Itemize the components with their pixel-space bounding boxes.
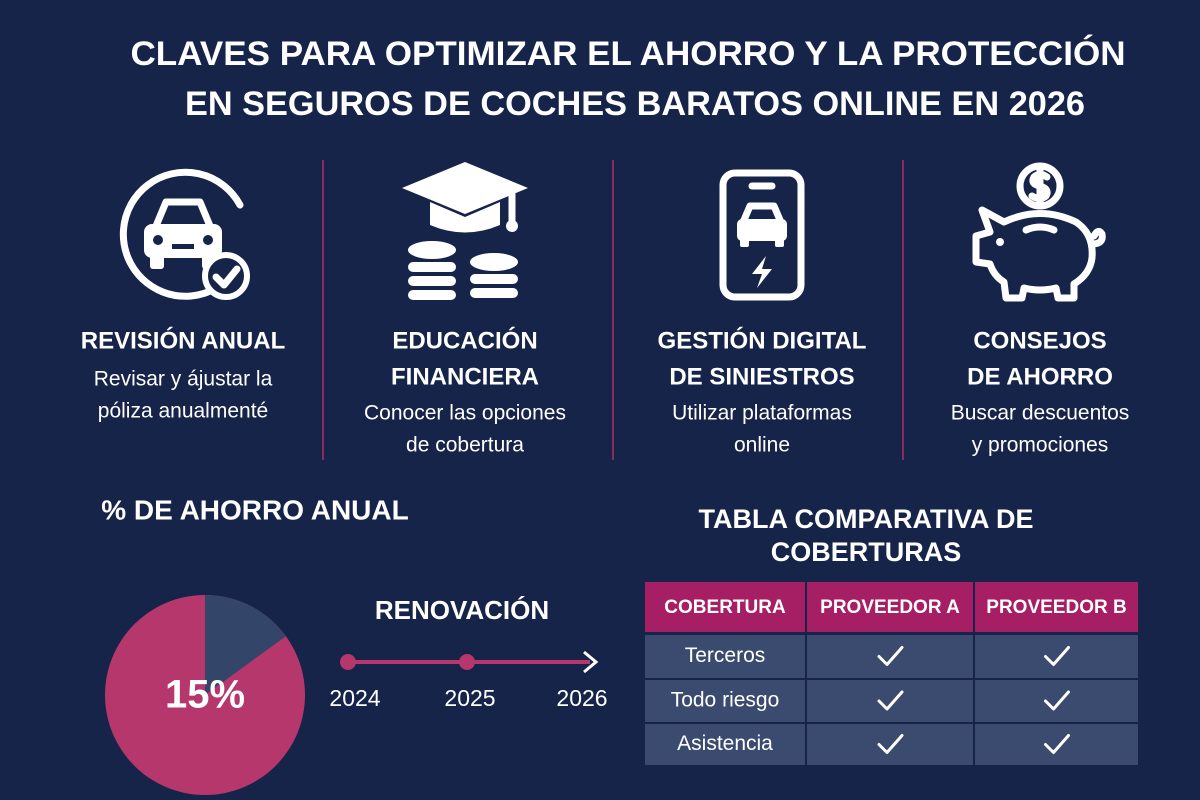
header-cell	[645, 582, 805, 632]
table-cell	[975, 724, 1138, 765]
renewal-title: RENOVACIÓN	[375, 595, 549, 625]
title-line: CLAVES PARA OPTIMIZAR EL AHORRO Y LA PRO…	[131, 35, 1126, 73]
education-icon	[402, 162, 528, 300]
pie: 15%	[105, 595, 305, 795]
feature-title: REVISIÓN ANUAL	[81, 326, 285, 354]
feature-description: online	[734, 434, 790, 457]
phone-icon	[719, 169, 805, 301]
header-text: PROVEEDOR A	[820, 597, 960, 618]
feature-title: DE SINIESTROS	[669, 363, 854, 390]
feature-title: FINANCIERA	[391, 363, 539, 390]
table-cell	[807, 635, 973, 678]
feature-description: Conocer las opciones	[364, 402, 566, 425]
check-icon	[1044, 690, 1070, 711]
table-cell	[807, 724, 973, 765]
timeline-arrow	[583, 650, 599, 674]
table-cell	[645, 680, 805, 722]
features: REVISIÓN ANUAL Revisar y ájustar la póliza…	[81, 326, 1130, 456]
years: 2024 2025 2026	[329, 685, 607, 711]
feature-description: póliza anualmenté	[98, 400, 268, 423]
year-label: 2025	[444, 685, 495, 711]
table-cell	[807, 680, 973, 722]
feature-description: y promociones	[972, 434, 1109, 457]
header-text: COBERTURA	[664, 597, 786, 618]
header-text: PROVEEDOR B	[986, 597, 1126, 618]
feature-title: DE AHORRO	[967, 363, 1113, 390]
feature-title: EDUCACIÓN	[392, 326, 537, 354]
check-icon	[1044, 646, 1070, 666]
check-icon	[877, 734, 904, 754]
pie-slice	[205, 595, 286, 695]
check-icon	[1044, 734, 1070, 754]
feature-title: GESTIÓN DIGITAL	[658, 326, 867, 354]
car-icon	[119, 168, 250, 300]
timeline-dot	[459, 654, 475, 670]
table-title: COBERTURAS	[771, 537, 962, 567]
table-cell	[645, 635, 805, 678]
check-icon	[877, 646, 904, 666]
row-label: Asistencia	[677, 732, 773, 755]
table-cell	[975, 635, 1138, 678]
header-cell	[807, 582, 973, 632]
feature-description: de cobertura	[406, 434, 524, 457]
row-label: Todo riesgo	[671, 689, 780, 712]
header-cell	[975, 582, 1138, 632]
piggy-icon	[972, 162, 1106, 302]
row-label: Terceros	[685, 644, 766, 667]
check-icon	[877, 690, 904, 711]
year-label: 2024	[329, 685, 380, 711]
feature-description: Buscar descuentos	[951, 402, 1130, 425]
table-title: TABLA COMPARATIVA DE	[699, 504, 1034, 534]
dividers	[322, 160, 904, 460]
table-cell	[975, 680, 1138, 722]
pie-label: 15%	[165, 673, 245, 717]
savings-title: % DE AHORRO ANUAL	[101, 494, 408, 525]
timeline-dot	[340, 654, 356, 670]
year-label: 2026	[556, 685, 607, 711]
table-cell	[645, 724, 805, 765]
table: COBERTURA PROVEEDOR A PROVEEDOR B Terceros T…	[645, 582, 1138, 765]
feature-description: Revisar y ájustar la	[94, 368, 273, 391]
feature-description: Utilizar plataformas	[672, 402, 852, 425]
feature-title: CONSEJOS	[973, 327, 1106, 354]
title-line: EN SEGUROS DE COCHES BARATOS ONLINE EN 2…	[185, 85, 1085, 123]
